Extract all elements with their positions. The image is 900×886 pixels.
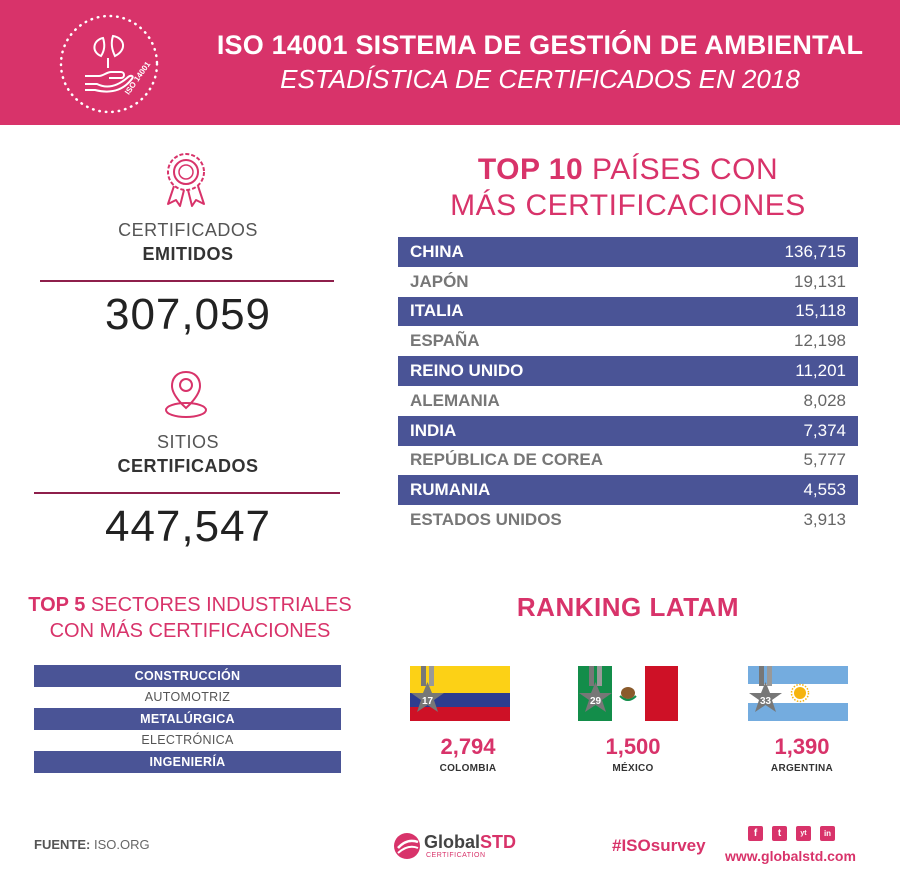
argentina-value: 1,390 xyxy=(774,734,830,759)
country-value: 3,913 xyxy=(803,510,846,530)
country-row: ITALIA 15,118 xyxy=(398,296,858,327)
country-row: INDIA 7,374 xyxy=(398,415,858,446)
divider xyxy=(40,280,334,282)
logo-main: Global xyxy=(424,832,481,852)
sector-row: INGENIERÍA xyxy=(34,751,341,773)
mexico-value: 1,500 xyxy=(605,734,661,759)
top5-title: TOP 5 SECTORES INDUSTRIALES CON MÁS CERT… xyxy=(20,592,360,644)
country-value: 15,118 xyxy=(795,301,846,321)
argentina-rank: 33 xyxy=(760,696,772,707)
award-ribbon-icon xyxy=(167,153,205,207)
country-value: 19,131 xyxy=(794,271,846,291)
mexico-name: MÉXICO xyxy=(612,763,654,774)
mexico-rank: 29 xyxy=(590,696,602,707)
country-row: REPÚBLICA DE COREA 5,777 xyxy=(398,445,858,476)
country-name: ITALIA xyxy=(410,301,464,321)
footer-source: FUENTE: ISO.ORG xyxy=(34,837,150,852)
country-name: INDIA xyxy=(410,420,457,440)
globalstd-logo-icon xyxy=(394,833,420,859)
top10-country-table: CHINA 136,715 JAPÓN 19,131 ITALIA 15,118 ESPAÑ… xyxy=(398,237,858,535)
country-name: RUMANIA xyxy=(410,480,491,500)
latam-title: RANKING LATAM xyxy=(516,592,740,622)
social-links: f t yt in xyxy=(748,826,835,841)
country-row: CHINA 136,715 xyxy=(398,237,858,267)
country-value: 136,715 xyxy=(784,241,846,261)
header-banner: ISO 14001 ISO 14001 SISTEMA DE GESTIÓN D… xyxy=(0,0,900,125)
top5-title-rest: SECTORES INDUSTRIALES xyxy=(90,594,352,616)
top10-title-line2: MÁS CERTIFICACIONES xyxy=(450,189,806,222)
youtube-icon[interactable]: yt xyxy=(796,826,811,841)
argentina-flag-icon: 33 xyxy=(748,666,848,721)
mexico-flag-icon: 29 xyxy=(578,666,678,721)
country-name: REINO UNIDO xyxy=(410,361,524,381)
country-value: 8,028 xyxy=(803,390,846,410)
source-value: ISO.ORG xyxy=(93,837,150,852)
twitter-icon[interactable]: t xyxy=(772,826,787,841)
page-title: ISO 14001 SISTEMA DE GESTIÓN DE AMBIENTA… xyxy=(216,30,864,60)
certificates-label-bold: EMITIDOS xyxy=(142,244,234,264)
colombia-rank: 17 xyxy=(422,696,434,707)
colombia-name: COLOMBIA xyxy=(439,763,497,774)
top5-title-line2: CON MÁS CERTIFICACIONES xyxy=(49,620,331,642)
country-row: ESTADOS UNIDOS 3,913 xyxy=(398,505,858,535)
country-name: ALEMANIA xyxy=(410,390,500,410)
top10-title-bold: TOP 10 xyxy=(477,153,584,186)
linkedin-icon[interactable]: in xyxy=(820,826,835,841)
sites-value: 447,547 xyxy=(104,502,272,551)
sites-label: SITIOS xyxy=(156,432,219,452)
country-name: REPÚBLICA DE COREA xyxy=(410,450,603,470)
certificates-value: 307,059 xyxy=(104,290,272,339)
country-name: JAPÓN xyxy=(410,271,469,291)
country-value: 4,553 xyxy=(803,480,846,500)
country-row: ALEMANIA 8,028 xyxy=(398,385,858,416)
country-value: 5,777 xyxy=(803,450,846,470)
top10-title-rest: PAÍSES CON xyxy=(591,153,779,186)
country-row: ESPAÑA 12,198 xyxy=(398,326,858,357)
sites-label-bold: CERTIFICADOS xyxy=(117,456,259,476)
logo-subtext: CERTIFICATION xyxy=(426,852,486,859)
hashtag[interactable]: #ISOsurvey xyxy=(612,836,706,855)
top5-title-bold: TOP 5 xyxy=(28,594,86,616)
argentina-name: ARGENTINA xyxy=(770,763,834,774)
iso-badge-icon: ISO 14001 xyxy=(59,14,159,114)
divider xyxy=(34,492,340,494)
country-name: ESPAÑA xyxy=(410,331,480,351)
country-value: 7,374 xyxy=(803,420,846,440)
location-pin-icon xyxy=(165,370,207,418)
page-subtitle: ESTADÍSTICA DE CERTIFICADOS EN 2018 xyxy=(280,64,800,94)
logo-text: GlobalSTD xyxy=(424,832,516,853)
country-name: ESTADOS UNIDOS xyxy=(410,510,562,530)
country-value: 12,198 xyxy=(794,331,846,351)
certificates-label: CERTIFICADOS xyxy=(118,220,258,240)
country-row: REINO UNIDO 11,201 xyxy=(398,356,858,386)
top5-sector-table: CONSTRUCCIÓN AUTOMOTRIZ METALÚRGICA ELECTRÓ… xyxy=(34,665,341,773)
colombia-flag-icon: 17 xyxy=(410,666,510,721)
country-value: 11,201 xyxy=(795,361,846,381)
website-link[interactable]: www.globalstd.com xyxy=(725,848,856,864)
top10-title: TOP 10 PAÍSES CON MÁS CERTIFICACIONES xyxy=(398,152,858,224)
sector-row: METALÚRGICA xyxy=(34,708,341,730)
sector-row: CONSTRUCCIÓN xyxy=(34,665,341,687)
logo-accent: STD xyxy=(480,832,517,852)
country-row: RUMANIA 4,553 xyxy=(398,475,858,506)
sector-row: AUTOMOTRIZ xyxy=(34,686,341,708)
country-row: JAPÓN 19,131 xyxy=(398,266,858,297)
country-name: CHINA xyxy=(410,241,464,261)
source-label: FUENTE: xyxy=(34,837,91,852)
sector-row: ELECTRÓNICA xyxy=(34,729,341,751)
colombia-value: 2,794 xyxy=(440,734,496,759)
facebook-icon[interactable]: f xyxy=(748,826,763,841)
